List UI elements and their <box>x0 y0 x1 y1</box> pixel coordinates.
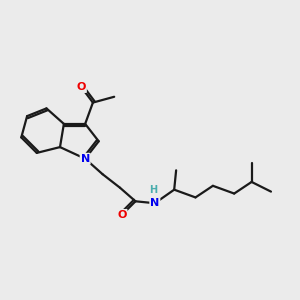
Text: N: N <box>80 154 90 164</box>
Text: O: O <box>76 82 86 92</box>
Text: N: N <box>150 198 160 208</box>
Text: O: O <box>117 210 127 220</box>
Text: H: H <box>149 185 157 195</box>
